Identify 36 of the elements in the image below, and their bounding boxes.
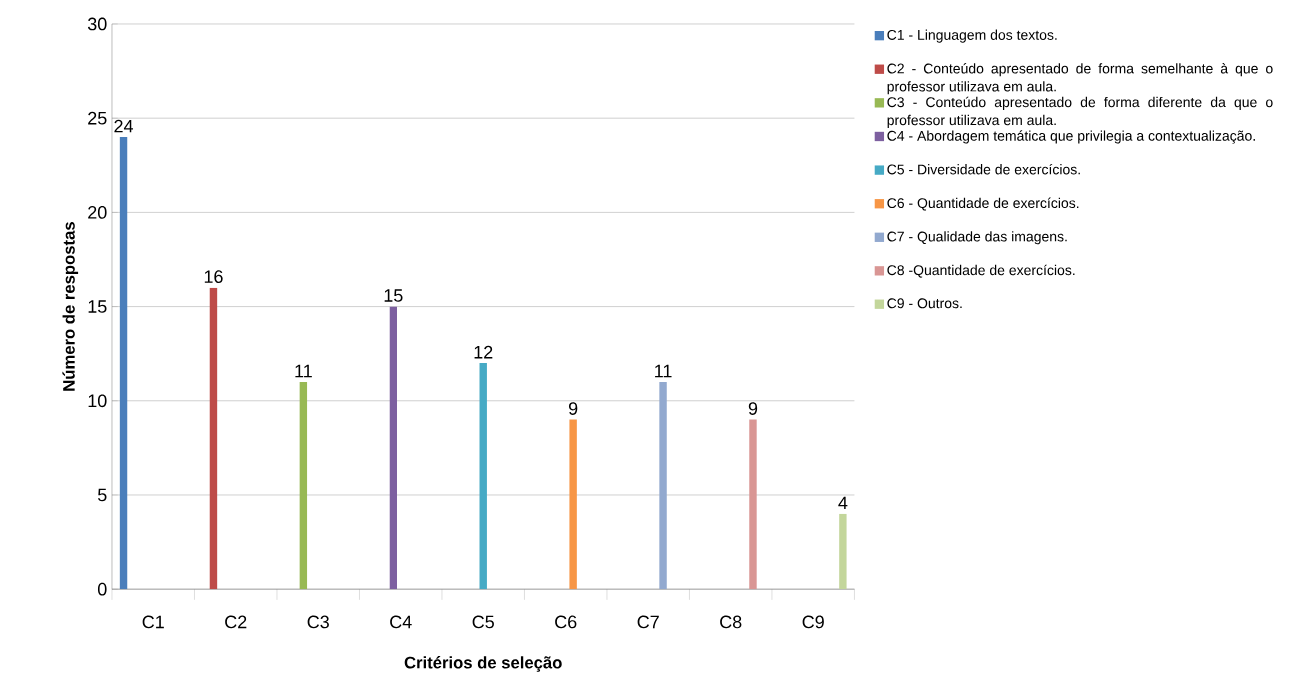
y-tick-label: 20 <box>88 206 107 219</box>
legend-label: C9 - Outros. <box>887 298 962 309</box>
y-tick-label: 10 <box>88 394 107 408</box>
data-label: 11 <box>295 364 312 378</box>
x-tick-label: C7 <box>637 615 659 629</box>
x-tick-label: C2 <box>225 615 247 629</box>
data-label: 4 <box>838 496 848 510</box>
legend-label: C7 - Qualidade das imagens. <box>887 231 1067 245</box>
x-tick-label: C6 <box>555 615 577 629</box>
x-tick-label: C3 <box>307 615 329 629</box>
legend-label: C6 - Quantidade de exercícios. <box>887 197 1079 211</box>
x-tick-label: C1 <box>142 615 164 629</box>
data-label: 15 <box>384 289 403 302</box>
y-tick-label: 5 <box>97 488 107 502</box>
legend-label: C5 - Diversidade de exercícios. <box>887 164 1080 175</box>
legend-label: C1 - Linguagem dos textos. <box>887 29 1057 43</box>
x-tick-label: C8 <box>720 615 742 629</box>
data-label: 12 <box>474 345 493 359</box>
x-tick-label: C5 <box>472 615 494 629</box>
y-axis-title: Número de respostas <box>62 222 79 391</box>
legend-label: C3 - Conteúdo apresentado de forma diferente da que o professor utilizava em aula. <box>887 96 1273 128</box>
x-tick-label: C4 <box>390 615 412 629</box>
legend-label: C4 - Abordagem temática que privilegia a contextualização. <box>887 130 1255 144</box>
y-tick-label: 30 <box>87 17 107 31</box>
data-label: 11 <box>655 364 672 378</box>
y-tick-label: 0 <box>97 582 107 596</box>
legend-label: C8 -Quantidade de exercícios. <box>887 264 1075 278</box>
data-label: 24 <box>114 119 134 133</box>
legend-label: C2 - Conteúdo apresentado de forma semelhante à que o professor utilizava em aula. <box>887 63 1273 95</box>
y-tick-label: 25 <box>88 111 107 125</box>
x-tick-label: C9 <box>802 615 824 629</box>
y-tick-label: 15 <box>88 300 107 313</box>
data-label: 9 <box>748 402 758 415</box>
data-label: 16 <box>204 270 223 284</box>
x-axis-title: Critérios de seleção <box>404 656 562 672</box>
data-label: 9 <box>568 402 578 415</box>
